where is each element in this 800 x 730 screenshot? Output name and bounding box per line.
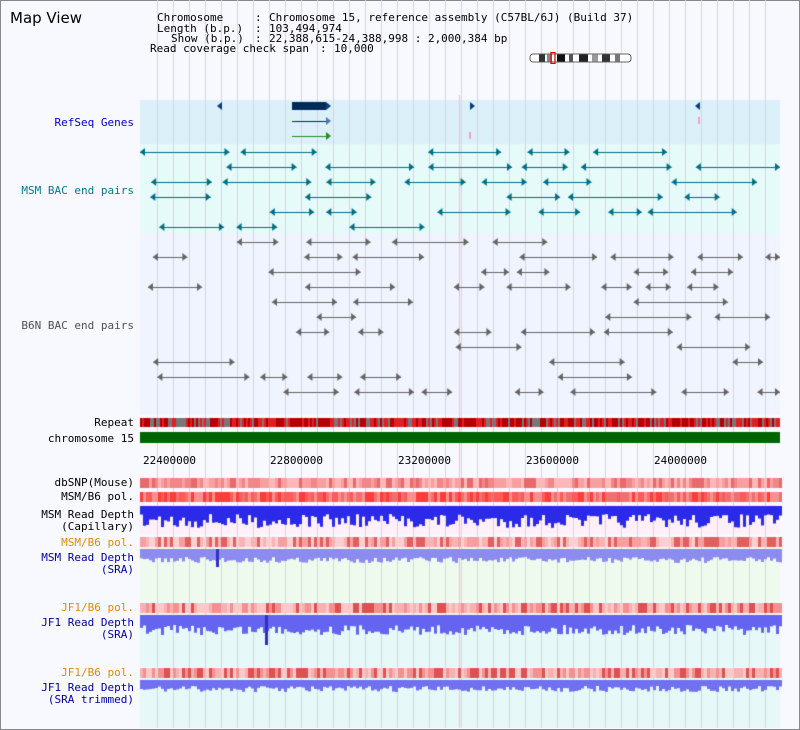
- track-label-dbsnp: dbSNP(Mouse): [54, 476, 134, 489]
- colon: :: [320, 42, 327, 55]
- track-label-msm-depth-sra: MSM Read Depth: [41, 551, 134, 564]
- track-label-chromosome: chromosome 15: [47, 432, 134, 445]
- axis-tick: 23200000: [398, 454, 451, 467]
- colon: :: [255, 11, 262, 24]
- track-label-msm-b6-pol-2: MSM/B6 pol.: [61, 536, 134, 549]
- track-label-b6n-bac: B6N BAC end pairs: [21, 319, 134, 332]
- axis-tick: 23600000: [526, 454, 579, 467]
- axis-tick: 22800000: [270, 454, 323, 467]
- track-label-jf1-b6-pol: JF1/B6 pol.: [61, 601, 134, 614]
- track-label-jf1-depth-trimmed: JF1 Read Depth: [41, 681, 134, 694]
- track-label-msm-depth-capillary: MSM Read Depth: [41, 508, 134, 521]
- track-label-msm-depth-sra-sub: (SRA): [100, 563, 134, 576]
- track-label-refseq: RefSeq Genes: [54, 116, 134, 129]
- track-label-msm-bac: MSM BAC end pairs: [21, 184, 134, 197]
- axis-tick: 24000000: [654, 454, 707, 467]
- colon: :: [255, 32, 262, 45]
- chromosome-label: Chromosome: [157, 11, 224, 24]
- show-value: 22,388,615-24,388,998 : 2,000,384 bp: [269, 32, 508, 45]
- length-label: Length (b.p.): [157, 22, 244, 35]
- track-label-jf1-depth-trimmed-sub: (SRA trimmed): [47, 693, 134, 706]
- span-label: Read coverage check span: [150, 42, 309, 55]
- track-label-jf1-depth-sra-sub: (SRA): [100, 628, 134, 641]
- chromosome-ideogram-icon[interactable]: [529, 52, 632, 64]
- axis-tick: 22400000: [143, 454, 196, 467]
- span-value: 10,000: [334, 42, 374, 55]
- page-title: Map View: [10, 9, 83, 27]
- track-label-jf1-depth-sra: JF1 Read Depth: [41, 616, 134, 629]
- track-label-jf1-b6-pol-2: JF1/B6 pol.: [61, 666, 134, 679]
- track-label-msm-b6-pol: MSM/B6 pol.: [61, 490, 134, 503]
- colon: :: [255, 22, 262, 35]
- length-value: 103,494,974: [269, 22, 342, 35]
- show-label: Show (b.p.): [171, 32, 244, 45]
- track-label-repeat: Repeat: [94, 416, 134, 429]
- chromosome-value: Chromosome 15, reference assembly (C57BL…: [269, 11, 634, 24]
- track-label-msm-depth-capillary-sub: (Capillary): [61, 520, 134, 533]
